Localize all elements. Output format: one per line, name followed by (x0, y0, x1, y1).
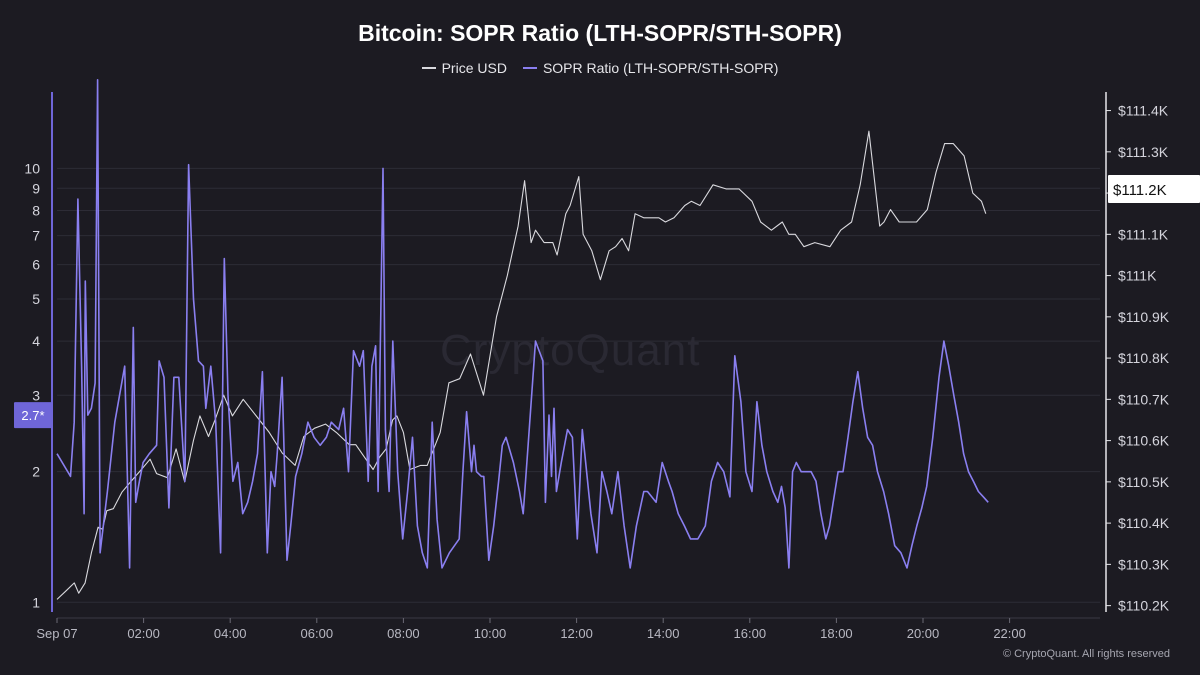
legend-label-sopr: SOPR Ratio (LTH-SOPR/STH-SOPR) (542, 60, 779, 76)
y-right-tick-label: $110.5K (1118, 474, 1170, 490)
y-right-tick-label: $110.6K (1118, 433, 1170, 449)
x-tick-label: 10:00 (474, 626, 507, 641)
y-left-tick-label: 6 (32, 257, 40, 273)
legend-item-sopr[interactable]: SOPR Ratio (LTH-SOPR/STH-SOPR) (522, 60, 779, 76)
left-current-value-label: 2.7* (21, 408, 44, 423)
legend-item-price[interactable]: Price USD (421, 60, 507, 76)
legend-swatch-price (421, 67, 436, 69)
x-tick-label: 04:00 (214, 626, 247, 641)
y-right-tick-label: $111.3K (1118, 144, 1169, 160)
y-left-tick-label: 8 (32, 202, 40, 218)
series-line-price-usd (56, 130, 987, 600)
y-left-tick-label: 10 (24, 160, 40, 176)
y-left-tick-label: 7 (32, 228, 40, 244)
y-right-tick-label: $110.9K (1118, 309, 1170, 325)
series-line-sopr-ratio (56, 79, 989, 569)
y-right-tick-label: $111.4K (1118, 103, 1169, 119)
copyright-notice: © CryptoQuant. All rights reserved (1002, 648, 1170, 660)
y-right-tick-label: $110.4K (1118, 515, 1170, 531)
y-right-tick-label: $110.8K (1118, 350, 1170, 366)
x-tick-label: 08:00 (387, 626, 420, 641)
y-right-tick-label: $110.3K (1118, 556, 1170, 572)
legend-label-price: Price USD (441, 60, 507, 76)
y-right-tick-label: $111.1K (1118, 226, 1169, 242)
y-left-tick-label: 9 (32, 180, 40, 196)
legend-swatch-sopr (522, 67, 537, 69)
y-left-tick-label: 4 (32, 333, 40, 349)
right-current-value-label: $111.2K (1113, 182, 1167, 199)
y-right-tick-label: $111K (1118, 268, 1157, 284)
left-current-value-marker (14, 402, 52, 429)
y-left-tick-label: 1 (32, 594, 40, 610)
y-left-tick-label: 5 (32, 291, 40, 307)
watermark: CryptoQuant (440, 326, 701, 375)
right-current-value-marker (1108, 174, 1200, 203)
y-left-tick-label: 2 (32, 464, 40, 480)
y-right-tick-label: $110.2K (1118, 598, 1170, 614)
x-tick-label: 16:00 (734, 626, 767, 641)
x-tick-label: 02:00 (127, 626, 160, 641)
x-tick-label: 20:00 (907, 626, 940, 641)
x-tick-label: 06:00 (301, 626, 334, 641)
y-left-tick-label: 3 (32, 387, 40, 403)
x-tick-label: 14:00 (647, 626, 680, 641)
chart-legend: Price USD SOPR Ratio (LTH-SOPR/STH-SOPR) (0, 60, 1200, 76)
y-right-tick-label: $110.7K (1118, 391, 1170, 407)
x-tick-label: Sep 07 (36, 626, 77, 641)
x-tick-label: 22:00 (993, 626, 1026, 641)
x-tick-label: 12:00 (560, 626, 593, 641)
x-tick-label: 18:00 (820, 626, 853, 641)
chart-title: Bitcoin: SOPR Ratio (LTH-SOPR/STH-SOPR) (358, 20, 842, 46)
